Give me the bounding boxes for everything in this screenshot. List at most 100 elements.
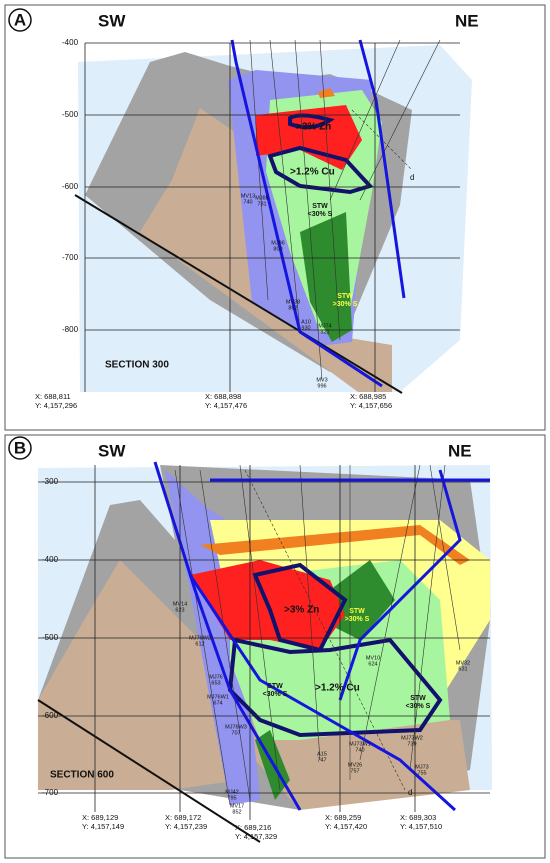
drill-hole <box>409 464 446 771</box>
thrust-fault <box>37 699 261 843</box>
coordinate-x: X: 689,259 <box>325 813 361 822</box>
coordinate-y: Y: 4,157,420 <box>325 822 367 831</box>
drillhole-name: MJ74 <box>318 323 331 329</box>
labels: A SW NE -400 -500 -600 -700 -800 SECTION 300 X: 6… <box>14 10 479 841</box>
copper-label: >1.2% Cu <box>290 167 335 178</box>
drillhole-depth: 624 <box>368 661 377 667</box>
drillhole-depth: 800 <box>273 246 282 252</box>
coordinate-y: Y: 4,157,476 <box>205 401 247 410</box>
drillhole-name: MV10 <box>366 655 380 661</box>
panel-label: A <box>14 10 26 29</box>
drill-hole <box>294 39 323 381</box>
zone-sulfur: <30% S <box>263 691 288 698</box>
fault-label: d <box>408 788 412 797</box>
drill-hole <box>199 469 251 801</box>
drillhole-depth: 802 <box>288 305 297 311</box>
drillhole-name: MV38 <box>286 299 300 305</box>
drillhole-name: MJ73W2 <box>401 735 423 741</box>
depth-label: -700 <box>62 253 79 262</box>
drillhole-depth: 740 <box>355 747 364 753</box>
coordinate-y: Y: 4,157,510 <box>400 822 442 831</box>
coordinate-y: Y: 4,157,149 <box>82 822 124 831</box>
orange-unit <box>318 88 335 98</box>
drillhole-depth: 740 <box>243 199 252 205</box>
drillhole-name: MJ88 <box>255 195 268 201</box>
panel-badge <box>8 8 32 32</box>
drill-hole <box>239 464 281 791</box>
dark-green-unit <box>300 212 352 342</box>
drillhole-name: A10 <box>301 319 311 325</box>
drillhole-name: MJ86 <box>271 240 284 246</box>
drillhole-name: A15 <box>317 751 327 757</box>
drillhole-name: MV13 <box>241 193 255 199</box>
drill-hole <box>429 464 461 651</box>
zone-name: STW <box>267 683 283 690</box>
coordinate-x: X: 688,811 <box>35 392 71 401</box>
fault-label: d <box>410 173 414 182</box>
coordinate-y: Y: 4,157,329 <box>235 832 277 841</box>
zinc-label: >3% Zn <box>296 122 331 133</box>
zinc-label: >3% Zn <box>284 605 319 616</box>
panel-b <box>4 434 546 859</box>
drillhole-name: MJ76W1 <box>207 694 229 700</box>
coordinate-x: X: 689,129 <box>82 813 118 822</box>
drillhole-depth: 623 <box>175 607 184 613</box>
drillhole-depth: 653 <box>211 680 220 686</box>
zone-sulfur: <30% S <box>308 211 333 218</box>
zone-name: STW <box>410 695 426 702</box>
coordinate-x: X: 689,216 <box>235 823 271 832</box>
section-label: SECTION 300 <box>105 360 169 371</box>
drillhole-name: MV26 <box>348 762 362 768</box>
drill-hole <box>249 39 269 301</box>
depth-label: -600 <box>42 711 59 720</box>
drill-hole <box>269 39 301 331</box>
zinc-outline <box>288 113 335 130</box>
depth-label: -800 <box>62 325 79 334</box>
copper-label: >1.2% Cu <box>315 683 360 694</box>
drillhole-depth: 996 <box>317 383 326 389</box>
panel-badge <box>8 436 32 460</box>
zone-name: STW <box>312 203 328 210</box>
drillhole-depth: 921 <box>320 329 329 335</box>
zinc-outline <box>252 562 348 653</box>
coordinate-y: Y: 4,157,656 <box>350 401 392 410</box>
coordinate-y: Y: 4,157,296 <box>35 401 77 410</box>
direction-label: SW <box>98 441 126 460</box>
zone-name: STW <box>349 608 365 615</box>
copper-outline <box>227 637 443 738</box>
drillhole-name: MJ73 <box>415 764 428 770</box>
fault <box>338 469 462 701</box>
drill-hole <box>319 39 341 341</box>
depth-label: -500 <box>62 110 79 119</box>
fault <box>153 461 302 811</box>
drillhole-name: MJ76W3 <box>225 724 247 730</box>
drillhole-name: MJ73W1 <box>349 741 371 747</box>
depth-label: -700 <box>42 788 59 797</box>
drillhole-name: MJ42 <box>225 789 238 795</box>
drill-hole <box>174 469 231 806</box>
panel-a <box>4 4 546 431</box>
zone-sulfur: <30% S <box>406 703 431 710</box>
depth-label: -400 <box>42 555 59 564</box>
direction-label: NE <box>455 11 479 30</box>
depth-label: -600 <box>62 182 79 191</box>
fault <box>230 39 383 388</box>
depth-label: -300 <box>42 477 59 486</box>
drillhole-name: MJ76W2 <box>189 635 211 641</box>
drillhole-depth: 757 <box>350 768 359 774</box>
fault <box>358 39 406 299</box>
drillhole-name: MV17 <box>230 803 244 809</box>
copper-outline <box>267 145 374 195</box>
grid <box>38 465 490 820</box>
drillhole-depth: 795 <box>227 795 236 801</box>
direction-label: SW <box>98 11 126 30</box>
drillhole-depth: 612 <box>195 641 204 647</box>
coordinate-x: X: 689,172 <box>165 813 201 822</box>
zinc-zone <box>256 105 362 170</box>
drill-hole <box>329 39 401 201</box>
drillhole-name: MV14 <box>173 601 187 607</box>
depth-label: -500 <box>42 633 59 642</box>
drillhole-depth: 674 <box>213 700 222 706</box>
zone-sulfur: >30% S <box>333 301 358 308</box>
